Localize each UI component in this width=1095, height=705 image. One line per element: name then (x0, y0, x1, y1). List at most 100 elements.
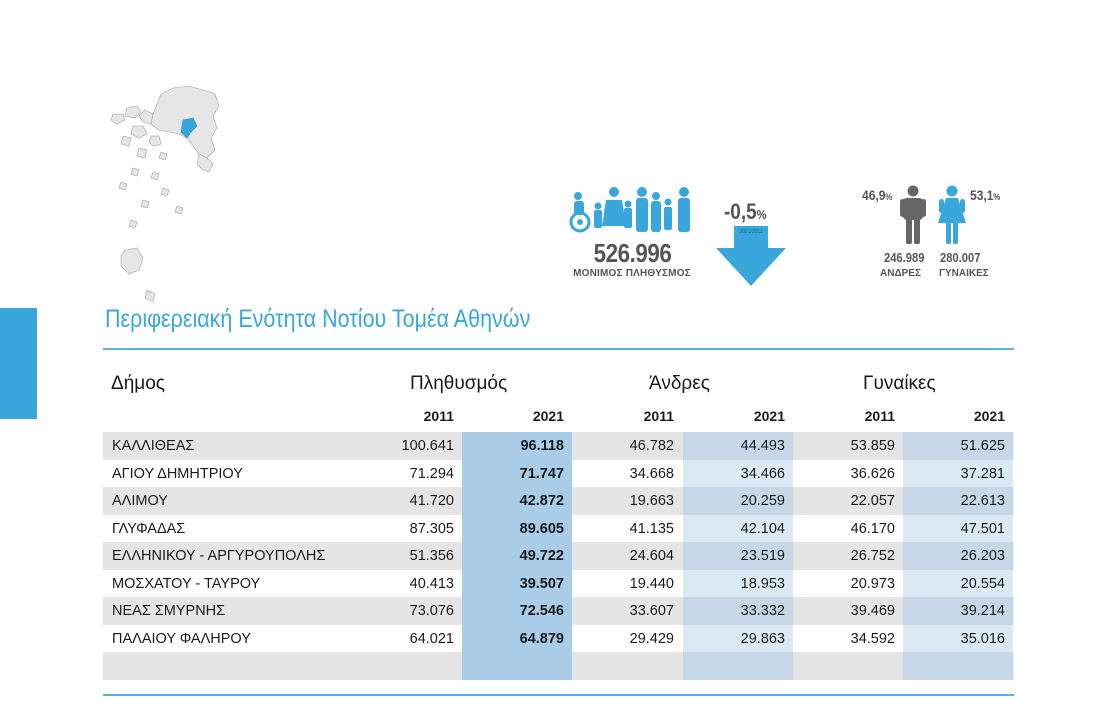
table-row: ΠΑΛΑΙΟΥ ΦΑΛΗΡΟΥ 64.021 64.879 29.429 29.… (103, 625, 1014, 653)
men-2021-cell-bg (683, 460, 793, 487)
year-header-men-2021: 2021 (753, 408, 785, 424)
women-percent-value: 53,1 (970, 187, 994, 203)
men-count: 246.989 (884, 250, 925, 265)
men-2011: 29.429 (629, 631, 674, 647)
population-family-icon (569, 187, 690, 233)
women-2011: 22.057 (850, 493, 895, 509)
municipality-name: ΑΓΙΟΥ ΔΗΜΗΤΡΙΟΥ (112, 466, 243, 482)
pop-2021: 72.546 (519, 603, 564, 619)
women-2021-cell-bg (903, 487, 1013, 515)
women-2021: 39.214 (960, 603, 1005, 619)
table-row: ΑΛΙΜΟΥ 41.720 42.872 19.663 20.259 22.05… (103, 487, 1014, 515)
women-2011: 34.592 (850, 631, 895, 647)
men-2021: 20.259 (740, 493, 785, 509)
side-tab-marker (0, 308, 37, 419)
men-2011: 33.607 (629, 603, 674, 619)
men-2021-cell-bg (683, 542, 793, 570)
women-2021: 26.203 (960, 548, 1005, 564)
woman-icon (938, 185, 966, 244)
pop-2011: 100.641 (401, 438, 454, 454)
men-2021: 23.519 (740, 548, 785, 564)
women-2021: 51.625 (960, 438, 1005, 454)
men-2021: 33.332 (740, 603, 785, 619)
bottom-divider (103, 694, 1014, 696)
men-2021: 44.493 (740, 438, 785, 454)
men-2021: 42.104 (740, 521, 785, 537)
women-2021: 20.554 (960, 576, 1005, 592)
population-change-value: -0,5 (724, 199, 757, 224)
municipality-name: ΜΟΣΧΑΤΟΥ - ΤΑΥΡΟΥ (112, 576, 261, 592)
table-row: ΓΛΥΦΑΔΑΣ 87.305 89.605 41.135 42.104 46.… (103, 515, 1014, 543)
header-population: Πληθυσμός (410, 373, 508, 394)
pop-2021: 96.118 (520, 438, 564, 454)
municipality-name: ΠΑΛΑΙΟΥ ΦΑΛΗΡΟΥ (112, 631, 251, 647)
population-total: 526.996 (593, 238, 672, 268)
down-arrow-icon (716, 226, 786, 286)
pop-2011: 40.413 (409, 576, 454, 592)
women-2011: 20.973 (850, 576, 895, 592)
pop-2011: 51.356 (409, 548, 454, 564)
year-header-pop-2021: 2021 (532, 408, 564, 424)
women-2021-cell-bg (903, 652, 1013, 680)
pop-2021: 39.507 (519, 576, 564, 592)
men-2011: 46.782 (629, 438, 674, 454)
women-count: 280.007 (940, 250, 981, 265)
table-row: ΕΛΛΗΝΙΚΟΥ - ΑΡΓΥΡΟΥΠΟΛΗΣ 51.356 49.722 2… (103, 542, 1014, 570)
header-women: Γυναίκες (863, 373, 936, 394)
table-row: ΑΓΙΟΥ ΔΗΜΗΤΡΙΟΥ 71.294 71.747 34.668 34.… (103, 460, 1014, 488)
men-label: ΑΝΔΡΕΣ (880, 268, 921, 279)
men-2021-cell-bg (683, 625, 793, 652)
municipality-name: ΑΛΙΜΟΥ (112, 493, 168, 509)
men-percent-value: 46,9 (862, 187, 886, 203)
men-2021: 29.863 (740, 631, 785, 647)
top-divider (103, 348, 1014, 350)
women-2021-cell-bg (903, 625, 1013, 652)
women-2011: 36.626 (850, 466, 895, 482)
men-2011: 19.663 (629, 493, 674, 509)
women-2021-cell-bg (903, 460, 1013, 487)
men-percent: 46,9% (862, 187, 892, 203)
pop-2021: 49.722 (519, 548, 564, 564)
year-header-men-2011: 2011 (643, 408, 674, 424)
women-percent: 53,1% (970, 187, 1000, 203)
women-2011: 46.170 (850, 521, 895, 537)
pop-2021: 64.879 (519, 631, 564, 647)
header-men: Άνδρες (649, 373, 710, 394)
women-2011: 53.859 (850, 438, 895, 454)
women-2011: 39.469 (850, 603, 895, 619)
men-2011: 24.604 (629, 548, 674, 564)
men-2021: 18.953 (740, 576, 785, 592)
men-2021-cell-bg (683, 570, 793, 597)
pop-2011: 73.076 (409, 603, 454, 619)
year-header-women-2011: 2011 (864, 408, 895, 424)
header-municipality: Δήμος (111, 373, 165, 394)
men-2011: 41.135 (629, 521, 674, 537)
women-2021: 47.501 (960, 521, 1005, 537)
men-percent-unit: % (885, 192, 893, 202)
population-caption: ΜΟΝΙΜΟΣ ΠΛΗΘΥΣΜΟΣ (573, 268, 691, 279)
region-map (110, 85, 220, 303)
women-2011: 26.752 (850, 548, 895, 564)
municipality-name: ΚΑΛΛΙΘΕΑΣ (112, 438, 195, 454)
pop-2011: 41.720 (409, 493, 454, 509)
population-change-unit: % (756, 207, 767, 222)
men-2021-cell-bg (683, 515, 793, 542)
men-2021-cell-bg (683, 432, 793, 460)
pop-2011: 87.305 (409, 521, 454, 537)
pop-2011: 64.021 (409, 631, 454, 647)
women-2021-cell-bg (903, 542, 1013, 570)
women-2021: 35.016 (960, 631, 1005, 647)
pop-2021: 71.747 (519, 466, 564, 482)
man-icon (900, 185, 926, 244)
table-row: ΜΟΣΧΑΤΟΥ - ΤΑΥΡΟΥ 40.413 39.507 19.440 1… (103, 570, 1014, 598)
women-2021: 22.613 (960, 493, 1005, 509)
men-2021-cell-bg (683, 487, 793, 515)
table-row: ΚΑΛΛΙΘΕΑΣ 100.641 96.118 46.782 44.493 5… (103, 432, 1014, 460)
women-percent-unit: % (993, 192, 1001, 202)
municipality-name: ΕΛΛΗΝΙΚΟΥ - ΑΡΓΥΡΟΥΠΟΛΗΣ (112, 548, 326, 564)
women-2021-cell-bg (903, 432, 1013, 460)
women-2021-cell-bg (903, 570, 1013, 597)
pop-2021: 42.872 (519, 493, 564, 509)
men-2021-cell-bg (683, 652, 793, 680)
pop-2011: 71.294 (409, 466, 454, 482)
